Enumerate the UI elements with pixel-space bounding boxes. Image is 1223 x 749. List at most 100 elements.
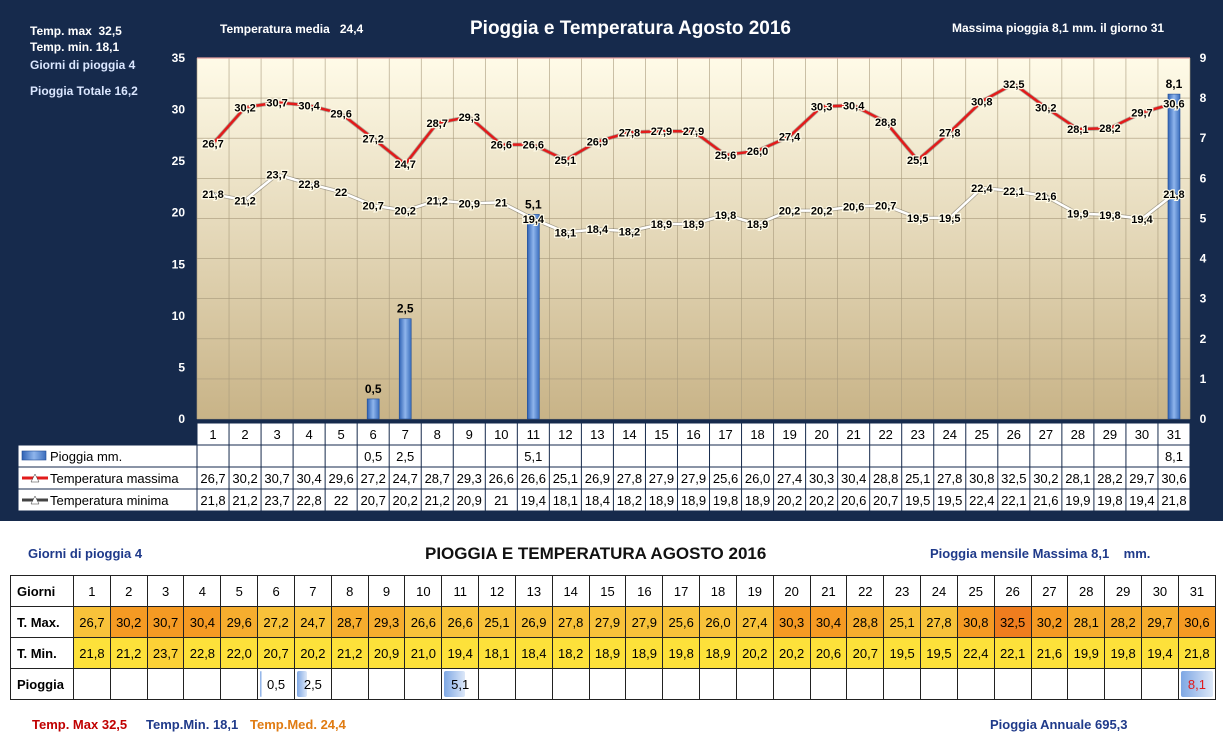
tmin-cell: 20,2 [735, 637, 774, 669]
temp-max-label: Temp. max [30, 24, 92, 38]
tmin-marker [305, 179, 314, 188]
table-tmin-value: 21 [494, 493, 508, 508]
rain-cell [735, 668, 774, 700]
tmin-marker [209, 190, 217, 198]
chart-title: Pioggia e Temperatura Agosto 2016 [470, 18, 791, 39]
rain-cell [625, 668, 664, 700]
tmax-marker [945, 128, 954, 136]
tmin-data-label: 19,4 [1131, 214, 1153, 226]
day-cell: 29 [1104, 575, 1143, 607]
rain-cell [662, 668, 701, 700]
tmin-data-label: 18,4 [587, 224, 609, 236]
tmin-data-label: 20,2 [779, 206, 800, 218]
table-tmax-value: 27,9 [649, 471, 674, 486]
table-tmax-value: 27,2 [361, 471, 386, 486]
x-tick-label: 27 [1039, 427, 1053, 442]
rain-bar-label: 8,1 [1166, 77, 1183, 91]
day-cell: 10 [404, 575, 443, 607]
rain-cell [846, 668, 885, 700]
tmin-marker [1170, 190, 1178, 198]
table-tmin-value: 19,5 [905, 493, 930, 508]
table-row [17, 444, 1191, 468]
tmax-marker [401, 160, 410, 168]
row-tmax: T. Max. 26,7 30,2 30,7 30,4 29,6 27,2 24,7 28,7 2… [10, 606, 1217, 638]
tmax-cell: 26,7 [73, 606, 111, 638]
tmax-marker [465, 112, 474, 121]
rain-bar-label: 2,5 [397, 302, 414, 316]
tmin-marker [1138, 214, 1146, 223]
table-tmin-value: 19,9 [1065, 493, 1090, 508]
tmax-cell: 27,9 [625, 606, 664, 638]
tmin-cell: 21,2 [330, 637, 369, 669]
tmin-data-label: 19,8 [1099, 210, 1120, 222]
table-tmax-value: 27,9 [681, 471, 706, 486]
footer-tmed-value: 24,4 [320, 717, 346, 732]
bottom-mensile-unit: mm. [1123, 546, 1151, 561]
x-tick-label: 8 [434, 427, 441, 442]
day-cell: 30 [1141, 575, 1179, 607]
tmin-cell: 20,7 [846, 637, 885, 669]
day-cell: 17 [662, 575, 701, 607]
tmin-data-label: 18,2 [619, 226, 640, 238]
tmax-cell: 29,7 [1141, 606, 1179, 638]
tmax-cell: 28,8 [846, 606, 885, 638]
tmin-marker [689, 220, 698, 228]
table-tmin-value: 20,7 [361, 493, 386, 508]
rain-cell-bar [444, 671, 465, 697]
tmin-marker [913, 213, 922, 222]
legend-tmin-marker [30, 495, 40, 505]
tmin-cell: 23,7 [146, 637, 185, 669]
y-left-tick-label: 35 [172, 51, 186, 65]
temp-media-value: 24,4 [339, 22, 364, 36]
tmax-cell: 30,4 [183, 606, 222, 638]
tmin-data-label: 22,4 [971, 183, 993, 195]
rain-cell [478, 668, 516, 700]
tmax-cell: 28,2 [1104, 606, 1143, 638]
tmax-data-label: 30,4 [843, 100, 865, 112]
table-tmin-value: 20,6 [841, 493, 866, 508]
tmin-data-label: 20,7 [875, 200, 896, 212]
row-tmin: T. Min. 21,8 21,2 23,7 22,8 22,0 20,7 20,2 21,2 2… [10, 637, 1217, 669]
rain-bar [527, 214, 540, 420]
giorni-label: Giorni di pioggia [30, 58, 126, 72]
x-tick-label: 11 [527, 427, 541, 442]
table-tmin-value: 20,9 [457, 493, 482, 508]
tmin-data-label: 20,6 [843, 202, 864, 214]
tmax-data-label: 28,8 [875, 117, 896, 129]
x-tick-label: 29 [1103, 427, 1117, 442]
x-tick-label: 21 [846, 427, 860, 442]
tmax-cell: 30,2 [1030, 606, 1069, 638]
rain-cell [956, 668, 995, 700]
tmin-marker [1073, 209, 1082, 217]
rain-cell: 5,1 [441, 668, 480, 700]
rain-cell [109, 668, 148, 700]
rain-cell [920, 668, 958, 700]
day-cell: 3 [146, 575, 185, 607]
tmax-cell: 26,9 [514, 606, 553, 638]
y-left-tick-label: 15 [172, 257, 186, 271]
tmin-cell: 18,2 [551, 637, 590, 669]
table-tmax-value: 25,1 [905, 471, 930, 486]
tmax-data-label: 26,9 [587, 137, 608, 149]
y-right-tick-label: 6 [1200, 171, 1207, 185]
table-tmin-value: 20,2 [777, 493, 802, 508]
rain-cell [330, 668, 369, 700]
day-cell: 5 [220, 575, 259, 607]
table-tmin-value: 21,8 [1161, 493, 1186, 508]
bottom-giorni-label: Giorni di pioggia [28, 546, 132, 561]
tmin-marker [433, 196, 442, 204]
tmax-data-label: 26,6 [491, 140, 512, 152]
day-cell: 25 [956, 575, 995, 607]
tmin-marker [529, 214, 538, 223]
tmax-cell: 27,4 [735, 606, 774, 638]
x-tick-label: 5 [338, 427, 345, 442]
tmax-data-label: 27,9 [683, 126, 704, 138]
rain-cell-bar [260, 671, 263, 697]
tmin-marker [497, 198, 506, 206]
x-tick-label: 1 [209, 427, 216, 442]
table-tmax-value: 28,7 [425, 471, 450, 486]
rain-cell: 2,5 [293, 668, 332, 700]
x-tick-label: 3 [273, 427, 280, 442]
tmax-data-label: 25,1 [907, 155, 928, 167]
rain-bar-label: 5,1 [525, 197, 542, 211]
